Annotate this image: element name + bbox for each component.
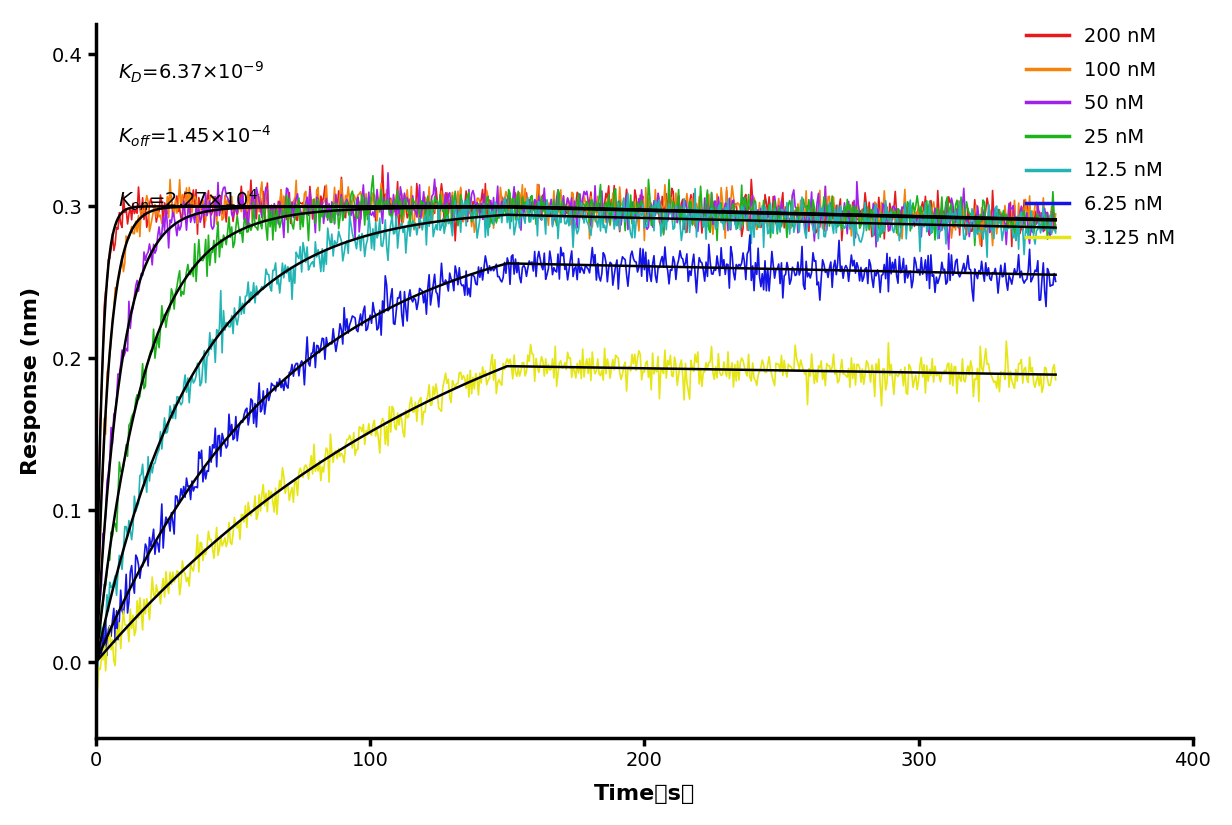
- Text: $K_{on}$=2.27×10$^{4}$: $K_{on}$=2.27×10$^{4}$: [118, 188, 257, 214]
- Y-axis label: Response (nm): Response (nm): [21, 287, 41, 475]
- Text: $K_D$=6.37×10$^{-9}$: $K_D$=6.37×10$^{-9}$: [118, 59, 264, 85]
- Text: $K_{off}$=1.45×10$^{-4}$: $K_{off}$=1.45×10$^{-4}$: [118, 124, 271, 149]
- Legend: 200 nM, 100 nM, 50 nM, 25 nM, 12.5 nM, 6.25 nM, 3.125 nM: 200 nM, 100 nM, 50 nM, 25 nM, 12.5 nM, 6…: [1018, 19, 1183, 255]
- X-axis label: Time（s）: Time（s）: [594, 785, 695, 804]
